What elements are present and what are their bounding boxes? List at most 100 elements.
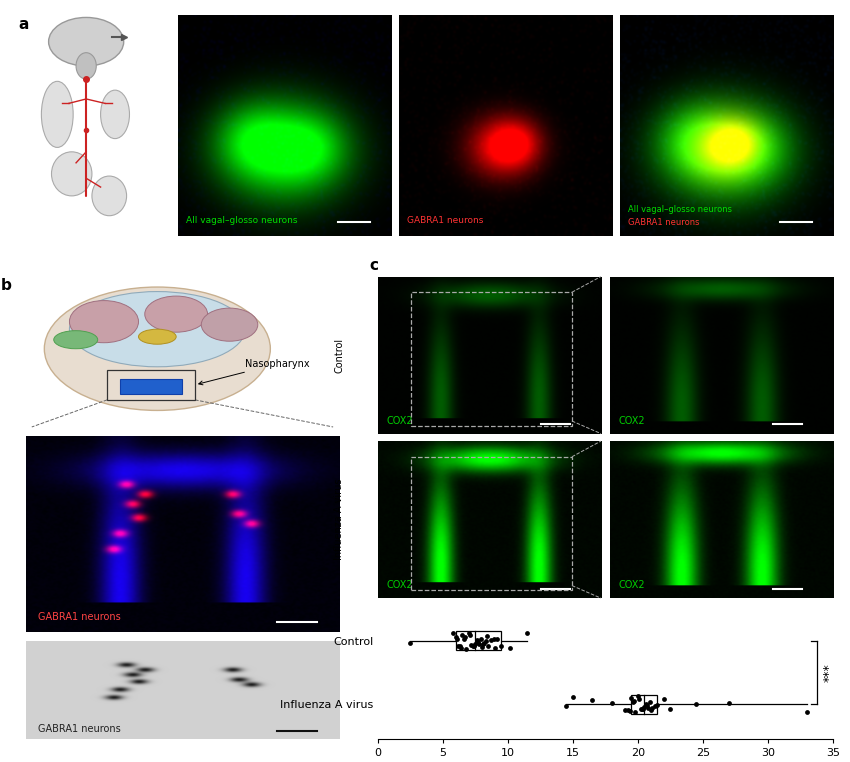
Text: Influenza A virus: Influenza A virus bbox=[334, 479, 344, 560]
Ellipse shape bbox=[144, 296, 207, 332]
Point bbox=[456, 629, 469, 641]
Point bbox=[643, 696, 656, 709]
Point bbox=[618, 704, 632, 716]
Point bbox=[458, 631, 472, 643]
Point bbox=[463, 629, 477, 641]
Text: ***: *** bbox=[823, 663, 836, 682]
Point bbox=[454, 642, 468, 654]
Bar bbox=[107, 370, 195, 400]
Ellipse shape bbox=[48, 18, 124, 66]
Point bbox=[495, 640, 508, 652]
Point bbox=[689, 698, 703, 710]
Point bbox=[479, 636, 493, 648]
Text: All vagal–glosso neurons: All vagal–glosso neurons bbox=[628, 204, 733, 213]
Ellipse shape bbox=[44, 287, 270, 411]
Text: b: b bbox=[0, 278, 11, 293]
Point bbox=[664, 703, 677, 716]
Point bbox=[449, 631, 462, 643]
Bar bbox=[411, 456, 572, 591]
Text: GABRA1 neurons: GABRA1 neurons bbox=[38, 613, 121, 623]
Point bbox=[473, 638, 486, 650]
Point bbox=[451, 640, 465, 652]
Point bbox=[471, 636, 484, 648]
Bar bbox=[120, 379, 183, 394]
Ellipse shape bbox=[92, 176, 127, 216]
Text: COX2: COX2 bbox=[387, 416, 413, 426]
Point bbox=[650, 699, 664, 711]
Point bbox=[625, 692, 638, 704]
Point bbox=[566, 690, 580, 703]
Ellipse shape bbox=[42, 82, 73, 147]
Point bbox=[450, 633, 464, 645]
Ellipse shape bbox=[52, 152, 92, 196]
Point bbox=[488, 642, 502, 655]
Text: a: a bbox=[19, 18, 29, 33]
Point bbox=[473, 632, 487, 645]
Point bbox=[457, 632, 471, 645]
Point bbox=[468, 640, 481, 652]
Point bbox=[634, 703, 648, 715]
Ellipse shape bbox=[76, 53, 96, 79]
Point bbox=[484, 634, 498, 646]
Ellipse shape bbox=[54, 331, 98, 349]
Point bbox=[620, 704, 634, 716]
Point bbox=[446, 627, 460, 639]
Point bbox=[520, 627, 534, 639]
Point bbox=[638, 701, 651, 713]
Point bbox=[482, 639, 496, 652]
Bar bbox=[411, 292, 572, 426]
Bar bbox=[456, 631, 502, 650]
Ellipse shape bbox=[201, 308, 258, 341]
Point bbox=[722, 696, 736, 709]
Point bbox=[453, 640, 467, 652]
Point bbox=[470, 634, 484, 646]
Point bbox=[404, 636, 417, 648]
Point bbox=[637, 703, 650, 716]
Point bbox=[640, 700, 654, 712]
Text: COX2: COX2 bbox=[619, 416, 645, 426]
Ellipse shape bbox=[70, 292, 246, 367]
Bar bbox=[632, 695, 657, 714]
Point bbox=[586, 694, 599, 706]
Text: GABRA1 neurons: GABRA1 neurons bbox=[628, 218, 700, 227]
Point bbox=[480, 629, 494, 642]
Point bbox=[504, 642, 518, 654]
Point bbox=[465, 639, 479, 652]
Point bbox=[468, 638, 482, 650]
Point bbox=[460, 642, 473, 655]
Point bbox=[632, 693, 646, 705]
Point bbox=[628, 706, 642, 719]
Text: COX2: COX2 bbox=[619, 581, 645, 591]
Text: GABRA1 neurons: GABRA1 neurons bbox=[38, 724, 121, 735]
Point bbox=[475, 640, 489, 652]
Point bbox=[487, 633, 501, 645]
Text: GABRA1 neurons: GABRA1 neurons bbox=[407, 216, 484, 225]
Point bbox=[644, 704, 658, 716]
Point bbox=[623, 706, 637, 718]
Point bbox=[626, 696, 639, 709]
Text: Control: Control bbox=[334, 338, 344, 373]
Point bbox=[657, 693, 671, 706]
Point bbox=[648, 700, 661, 712]
Point bbox=[635, 703, 649, 716]
Point bbox=[632, 690, 645, 703]
Point bbox=[800, 706, 813, 718]
Ellipse shape bbox=[70, 300, 139, 343]
Point bbox=[639, 698, 653, 710]
Point bbox=[478, 637, 491, 649]
Point bbox=[466, 640, 479, 652]
Ellipse shape bbox=[100, 90, 129, 139]
Point bbox=[476, 638, 490, 650]
Ellipse shape bbox=[139, 329, 176, 344]
Text: All vagal–glosso neurons: All vagal–glosso neurons bbox=[186, 216, 298, 225]
Point bbox=[605, 696, 619, 709]
Text: COX2: COX2 bbox=[387, 581, 413, 591]
Text: c: c bbox=[370, 258, 378, 273]
Point bbox=[642, 702, 655, 714]
Point bbox=[559, 700, 573, 712]
Point bbox=[645, 702, 659, 714]
Point bbox=[627, 695, 641, 707]
Text: Nasopharynx: Nasopharynx bbox=[199, 359, 310, 385]
Point bbox=[462, 626, 476, 639]
Point bbox=[490, 632, 504, 645]
